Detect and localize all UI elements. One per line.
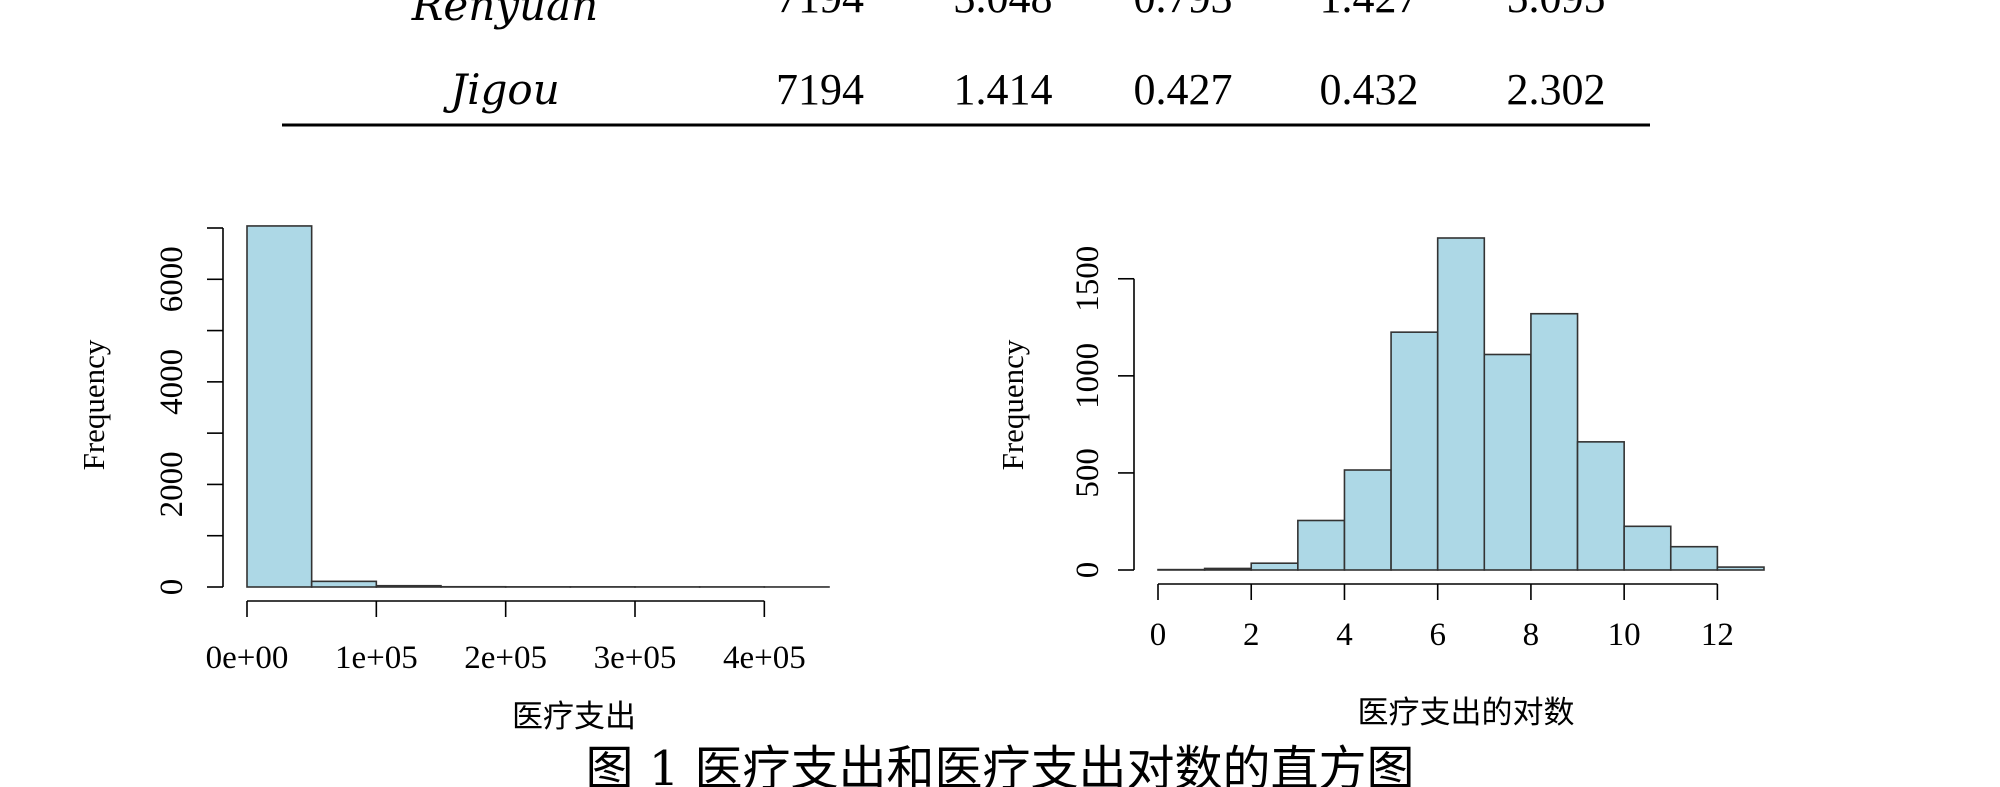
summary-table: Renyuan 7194 3.048 0.793 1.427 5.095 Jig…	[282, 0, 1650, 127]
x-tick-label: 6	[1429, 617, 1446, 653]
histogram-log-medical-expense: 0 2 4 6 8 10 12 0 500 1000 1500 Frequency 医疗支出的对数	[995, 237, 1765, 731]
cell-jigou-mean: 1.414	[954, 65, 1053, 114]
cell-jigou-obs: 7194	[776, 65, 864, 114]
row-name-renyuan: Renyuan	[411, 0, 598, 30]
cell-renyuan-sd: 0.793	[1134, 0, 1233, 22]
x-tick-label: 3e+05	[594, 640, 677, 676]
x-tick-label: 1e+05	[335, 640, 418, 676]
cell-renyuan-max: 5.095	[1507, 0, 1606, 22]
histogram-bar	[1576, 441, 1625, 571]
histogram-medical-expense: 0e+00 1e+05 2e+05 3e+05 4e+05 0 2000 4000 6000 Fr…	[76, 225, 830, 735]
cell-jigou-min: 0.432	[1320, 65, 1419, 114]
row-name-jigou: Jigou	[442, 65, 560, 114]
histogram-bar	[1483, 353, 1532, 571]
y-tick-label: 500	[1070, 448, 1106, 498]
x-tick-label: 12	[1701, 617, 1734, 653]
y-tick-label: 1500	[1070, 246, 1106, 312]
histogram-bar	[1530, 312, 1579, 571]
histogram-bar	[310, 580, 378, 588]
histogram-bar	[1390, 331, 1439, 571]
x-tick-label: 8	[1523, 617, 1540, 653]
table-row-renyuan: Renyuan 7194 3.048 0.793 1.427 5.095	[411, 0, 1606, 30]
cell-jigou-sd: 0.427	[1134, 65, 1233, 114]
histogram-bar	[1250, 562, 1299, 571]
cell-renyuan-min: 1.427	[1320, 0, 1419, 22]
y-tick-label: 1000	[1070, 343, 1106, 409]
x-tick-label: 10	[1608, 617, 1641, 653]
cell-renyuan-obs: 7194	[776, 0, 864, 22]
cell-renyuan-mean: 3.048	[954, 0, 1053, 22]
histogram-bar	[1716, 566, 1765, 571]
x-tick-label: 0	[1150, 617, 1167, 653]
cell-jigou-max: 2.302	[1507, 65, 1606, 114]
x-tick-label: 2e+05	[464, 640, 547, 676]
y-tick-label: 2000	[154, 451, 190, 517]
table-row-jigou: Jigou 7194 1.414 0.427 0.432 2.302	[442, 65, 1605, 114]
x-tick-label: 0e+00	[206, 640, 289, 676]
histogram-bar	[375, 584, 442, 588]
y-tick-label: 0	[1070, 562, 1106, 579]
y-axis-title: Frequency	[995, 339, 1030, 470]
x-tick-label: 2	[1243, 617, 1260, 653]
x-tick-label: 4	[1336, 617, 1353, 653]
x-axis-title: 医疗支出的对数	[1358, 695, 1575, 731]
y-tick-label: 6000	[154, 246, 190, 312]
figure-caption: 图 1 医疗支出和医疗支出对数的直方图	[585, 741, 1414, 787]
histogram-bar	[1343, 469, 1392, 571]
y-tick-label: 0	[154, 579, 190, 596]
histogram-bar	[1669, 545, 1719, 571]
histogram-bar	[1623, 525, 1672, 571]
histogram-bar	[1297, 519, 1346, 571]
histogram-bar	[1203, 567, 1253, 571]
x-tick-label: 4e+05	[723, 640, 806, 676]
histogram-bar	[1436, 237, 1486, 571]
y-tick-label: 4000	[154, 349, 190, 415]
histogram-bar	[246, 225, 313, 588]
x-axis-title: 医疗支出	[512, 699, 636, 735]
y-axis-title: Frequency	[76, 339, 111, 470]
